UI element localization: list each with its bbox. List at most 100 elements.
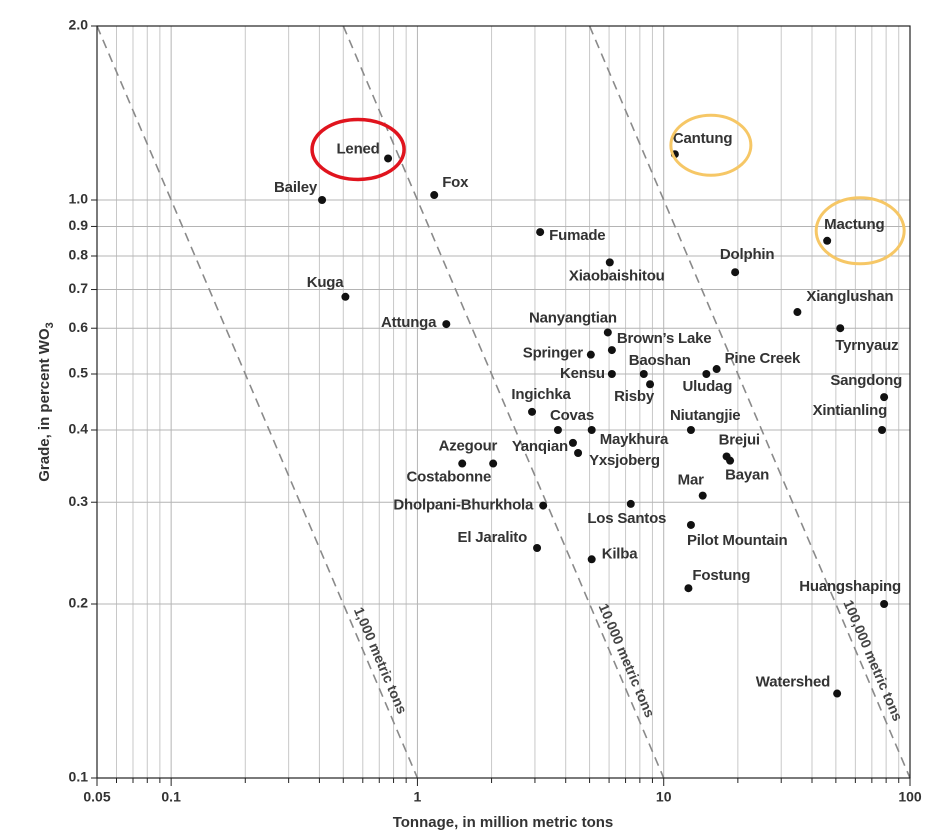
data-point (698, 491, 707, 500)
point-label: Kensu (560, 365, 605, 382)
y-tick-label: 0.7 (69, 280, 89, 296)
point-label: Kilba (602, 545, 639, 562)
data-point (574, 448, 583, 457)
point-label: Costabonne (406, 468, 491, 485)
point-label: Dolphin (720, 246, 774, 263)
point-label: Bailey (274, 179, 318, 196)
highlight-ellipse (669, 113, 753, 177)
point-label: Attunga (381, 314, 437, 331)
y-tick-label: 0.9 (69, 217, 89, 233)
point-label: Springer (523, 345, 583, 362)
data-point (686, 520, 695, 529)
point-label: Pine Creek (725, 350, 801, 367)
data-point (726, 456, 735, 465)
x-tick-label: 10 (656, 789, 672, 805)
data-point (639, 369, 648, 378)
marks: Lened Bailey Fox Kuga Attunga Fumade Xiaobaish… (274, 113, 906, 698)
x-tick-label: 100 (898, 789, 922, 805)
data-point (880, 600, 889, 609)
reference-line-label: 100,000 metric tons (840, 597, 906, 723)
y-tick-label: 0.1 (69, 769, 89, 785)
grid (91, 25, 911, 786)
reference-line (588, 25, 911, 779)
data-point (318, 195, 327, 204)
data-point (603, 328, 612, 337)
y-tick-label: 0.4 (69, 421, 89, 437)
data-point (607, 369, 616, 378)
y-tick-label: 2.0 (69, 17, 89, 33)
point-label: Pilot Mountain (687, 532, 788, 549)
point-label: Risby (614, 388, 655, 405)
y-tick-label: 0.3 (69, 493, 89, 509)
point-label: Bayan (725, 467, 769, 484)
data-point (587, 426, 596, 435)
highlight-ellipse (814, 196, 906, 266)
point-label: Dholpani-Bhurkhola (393, 497, 534, 514)
point-label: Cantung (673, 130, 732, 147)
y-axis-label-subscript: 3 (44, 322, 56, 328)
point-label: Yxsjoberg (589, 452, 660, 469)
point-label: Maykhura (600, 431, 669, 448)
data-point (586, 350, 595, 359)
reference-line (96, 25, 419, 779)
reference-line-label: 1,000 metric tons (351, 605, 411, 717)
point-label: Xianglushan (806, 288, 893, 305)
data-point (702, 369, 711, 378)
point-label: Fox (442, 174, 469, 191)
reference-lines: 1,000 metric tons 10,000 metric tons 100,0… (96, 25, 911, 779)
data-point (536, 228, 545, 237)
point-label: Los Santos (587, 510, 666, 527)
x-tick-label: 1 (414, 789, 422, 805)
point-label: El Jaralito (458, 529, 528, 546)
point-label: Huangshaping (799, 578, 901, 595)
point-label: Kuga (307, 274, 345, 291)
data-point (553, 426, 562, 435)
data-point (533, 543, 542, 552)
point-label: Ingichka (511, 386, 571, 403)
data-point (384, 154, 393, 163)
point-label: Nanyangtian (529, 309, 617, 326)
point-label: Fostung (692, 567, 750, 584)
point-label: Mactung (824, 216, 884, 233)
data-point (489, 459, 498, 468)
point-label: Mar (678, 472, 704, 489)
data-point (833, 689, 842, 698)
point-label: Niutangjie (670, 407, 741, 424)
data-point (341, 292, 350, 301)
y-tick-label: 1.0 (69, 191, 89, 207)
data-point (587, 555, 596, 564)
data-point (568, 438, 577, 447)
data-point (442, 320, 451, 329)
y-tick-label: 0.5 (69, 365, 89, 381)
point-label: Covas (550, 407, 594, 424)
data-point (731, 268, 740, 277)
point-label: Brejui (719, 431, 760, 448)
data-point (686, 426, 695, 435)
reference-line (342, 25, 665, 779)
y-tick-label: 0.8 (69, 247, 89, 263)
data-point (836, 324, 845, 333)
x-tick-label: 0.1 (161, 789, 181, 805)
point-label: Xintianling (813, 402, 888, 419)
data-point (607, 346, 616, 355)
point-label: Azegour (439, 437, 498, 454)
x-tick-label: 0.05 (83, 789, 110, 805)
data-point (712, 365, 721, 374)
y-tick-label: 0.6 (69, 319, 89, 335)
point-label: Watershed (756, 674, 830, 691)
data-point (646, 380, 655, 389)
data-point (458, 459, 467, 468)
point-label: Lened (336, 140, 379, 157)
plot-frame (96, 25, 911, 779)
data-point (823, 236, 832, 245)
reference-line-label: 10,000 metric tons (596, 601, 659, 720)
data-point (684, 584, 693, 593)
point-label: Xiaobaishitou (569, 267, 665, 284)
data-point (878, 426, 887, 435)
data-point (605, 258, 614, 267)
data-point (528, 407, 537, 416)
point-label: Uludag (683, 378, 733, 395)
point-label: Brown’s Lake (617, 330, 712, 347)
highlight-ellipse (310, 117, 406, 182)
